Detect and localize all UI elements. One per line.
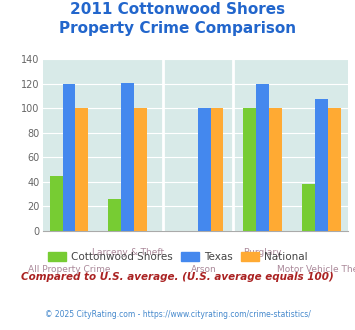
Bar	[121, 83, 134, 231]
Bar	[50, 176, 62, 231]
Text: Larceny & Theft: Larceny & Theft	[92, 248, 164, 257]
Bar	[269, 109, 282, 231]
Bar	[315, 99, 328, 231]
Bar	[76, 109, 88, 231]
Legend: Cottonwood Shores, Texas, National: Cottonwood Shores, Texas, National	[44, 248, 311, 266]
Text: Arson: Arson	[191, 265, 217, 274]
Bar	[244, 109, 256, 231]
Text: All Property Crime: All Property Crime	[28, 265, 110, 274]
Bar	[62, 84, 76, 231]
Bar	[302, 184, 315, 231]
Text: Burglary: Burglary	[244, 248, 282, 257]
Bar	[211, 109, 223, 231]
Bar	[108, 199, 121, 231]
Text: © 2025 CityRating.com - https://www.cityrating.com/crime-statistics/: © 2025 CityRating.com - https://www.city…	[45, 310, 310, 319]
Text: Compared to U.S. average. (U.S. average equals 100): Compared to U.S. average. (U.S. average …	[21, 272, 334, 282]
Text: Property Crime Comparison: Property Crime Comparison	[59, 21, 296, 36]
Text: 2011 Cottonwood Shores: 2011 Cottonwood Shores	[70, 2, 285, 16]
Bar	[328, 109, 341, 231]
Text: Motor Vehicle Theft: Motor Vehicle Theft	[278, 265, 355, 274]
Bar	[256, 84, 269, 231]
Bar	[198, 109, 211, 231]
Bar	[134, 109, 147, 231]
